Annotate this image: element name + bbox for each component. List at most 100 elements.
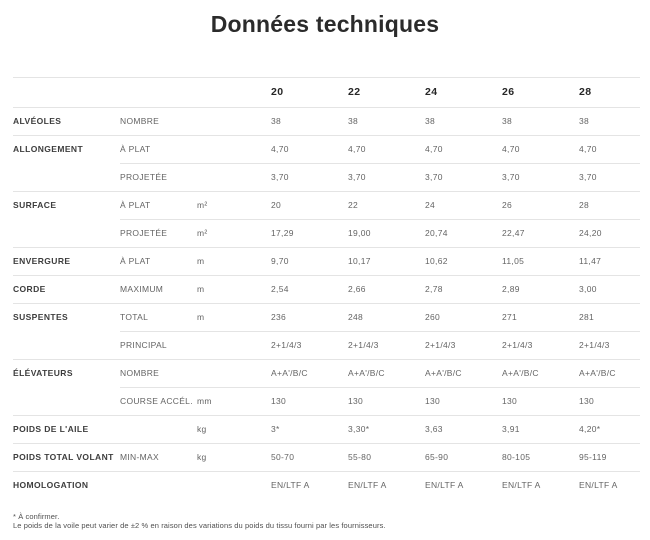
row-group-label: ALVÉOLES [13, 116, 62, 126]
row-param-label: MAXIMUM [120, 284, 164, 294]
value-cell: EN/LTF A [425, 480, 464, 490]
value-cell: 2+1/4/3 [348, 340, 379, 350]
table-row: CORDE MAXIMUM m 2,54 2,66 2,78 2,89 3,00 [13, 275, 640, 303]
value-cell: 11,05 [502, 256, 525, 266]
value-cell: 65-90 [425, 452, 449, 462]
table-row: HOMOLOGATION EN/LTF A EN/LTF A EN/LTF A EN/L… [13, 471, 640, 499]
row-unit-label: mm [197, 396, 212, 406]
value-cell: 2,66 [348, 284, 366, 294]
value-cell: 236 [271, 312, 287, 322]
value-cell: A+A'/B/C [425, 368, 462, 378]
table-row: ENVERGURE À PLAT m 9,70 10,17 10,62 11,05 11,47 [13, 247, 640, 275]
row-param-label: MIN-MAX [120, 452, 159, 462]
value-cell: 3,00 [579, 284, 597, 294]
row-group-label: SUSPENTES [13, 312, 69, 322]
row-param-label: À PLAT [120, 256, 151, 266]
row-unit-label: m [197, 256, 205, 266]
row-group-label: ALLONGEMENT [13, 144, 84, 154]
value-cell: 38 [425, 116, 436, 126]
size-column-header: 20 [271, 86, 284, 98]
value-cell: 38 [348, 116, 359, 126]
value-cell: 2+1/4/3 [425, 340, 456, 350]
table-row: ALVÉOLES NOMBRE 38 38 38 38 38 [13, 107, 640, 135]
table-row: ALLONGEMENT À PLAT 4,70 4,70 4,70 4,70 4,70 [13, 135, 640, 163]
row-unit-label: m [197, 312, 205, 322]
value-cell: 19,00 [348, 228, 371, 238]
value-cell: 38 [271, 116, 282, 126]
value-cell: 10,62 [425, 256, 448, 266]
value-cell: 10,17 [348, 256, 371, 266]
size-column-header: 22 [348, 86, 361, 98]
row-group-label: HOMOLOGATION [13, 480, 89, 490]
table-row: ÉLÉVATEURS NOMBRE A+A'/B/C A+A'/B/C A+A'/B/C… [13, 359, 640, 387]
table-row: PROJETÉE m² 17,29 19,00 20,74 22,47 24,20 [13, 219, 640, 247]
page-title: Données techniques [210, 11, 440, 37]
value-cell: 2+1/4/3 [271, 340, 302, 350]
row-unit-label: m² [197, 200, 208, 210]
size-column-header: 24 [425, 86, 438, 98]
value-cell: 281 [579, 312, 595, 322]
value-cell: 4,70 [271, 144, 289, 154]
value-cell: 20 [271, 200, 282, 210]
value-cell: 260 [425, 312, 441, 322]
value-cell: EN/LTF A [502, 480, 541, 490]
value-cell: 20,74 [425, 228, 448, 238]
value-cell: 4,20* [579, 424, 601, 434]
value-cell: 2,89 [502, 284, 520, 294]
value-cell: A+A'/B/C [271, 368, 308, 378]
value-cell: 38 [502, 116, 513, 126]
value-cell: A+A'/B/C [502, 368, 539, 378]
value-cell: 2+1/4/3 [579, 340, 610, 350]
value-cell: 95-119 [579, 452, 607, 462]
table-header-row: 20 22 24 26 28 [13, 77, 640, 107]
table-row: SURFACE À PLAT m² 20 22 24 26 28 [13, 191, 640, 219]
value-cell: 4,70 [425, 144, 443, 154]
value-cell: EN/LTF A [348, 480, 387, 490]
row-param-label: PRINCIPAL [120, 340, 167, 350]
value-cell: 3,63 [425, 424, 443, 434]
size-column-header: 28 [579, 86, 592, 98]
value-cell: A+A'/B/C [579, 368, 616, 378]
value-cell: 26 [502, 200, 513, 210]
value-cell: 130 [502, 396, 518, 406]
value-cell: 4,70 [502, 144, 520, 154]
row-param-label: TOTAL [120, 312, 149, 322]
table-body: ALVÉOLES NOMBRE 38 38 38 38 38 ALLONGEMENT À PLA… [13, 107, 640, 499]
value-cell: A+A'/B/C [348, 368, 385, 378]
row-unit-label: kg [197, 452, 207, 462]
value-cell: 3,70 [348, 172, 366, 182]
value-cell: 3,70 [271, 172, 289, 182]
footnote-line: Le poids de la voile peut varier de ±2 %… [13, 521, 386, 530]
row-param-label: À PLAT [120, 144, 151, 154]
technical-data-table: 20 22 24 26 28 ALVÉOLES NOMBRE 38 38 38 38 38 A… [13, 77, 640, 499]
value-cell: 22 [348, 200, 359, 210]
value-cell: 50-70 [271, 452, 295, 462]
value-cell: 2,54 [271, 284, 289, 294]
value-cell: 11,47 [579, 256, 602, 266]
value-cell: 3,30* [348, 424, 370, 434]
value-cell: 24 [425, 200, 436, 210]
row-unit-label: m² [197, 228, 208, 238]
row-param-label: À PLAT [120, 200, 151, 210]
value-cell: 130 [579, 396, 595, 406]
value-cell: 38 [579, 116, 590, 126]
row-group-label: CORDE [13, 284, 46, 294]
value-cell: 248 [348, 312, 364, 322]
value-cell: 271 [502, 312, 518, 322]
value-cell: EN/LTF A [271, 480, 310, 490]
value-cell: 130 [425, 396, 441, 406]
value-cell: 22,47 [502, 228, 525, 238]
value-cell: 130 [348, 396, 364, 406]
value-cell: 130 [271, 396, 287, 406]
row-group-label: SURFACE [13, 200, 57, 210]
row-param-label: COURSE ACCÉL. [120, 396, 193, 406]
row-group-label: ENVERGURE [13, 256, 71, 266]
value-cell: 4,70 [348, 144, 366, 154]
row-param-label: PROJETÉE [120, 172, 168, 182]
value-cell: 80-105 [502, 452, 531, 462]
value-cell: 4,70 [579, 144, 597, 154]
value-cell: 2+1/4/3 [502, 340, 533, 350]
table-row: POIDS TOTAL VOLANT MIN-MAX kg 50-70 55-80 65-… [13, 443, 640, 471]
table-row: POIDS DE L'AILE kg 3* 3,30* 3,63 3,91 4,20* [13, 415, 640, 443]
